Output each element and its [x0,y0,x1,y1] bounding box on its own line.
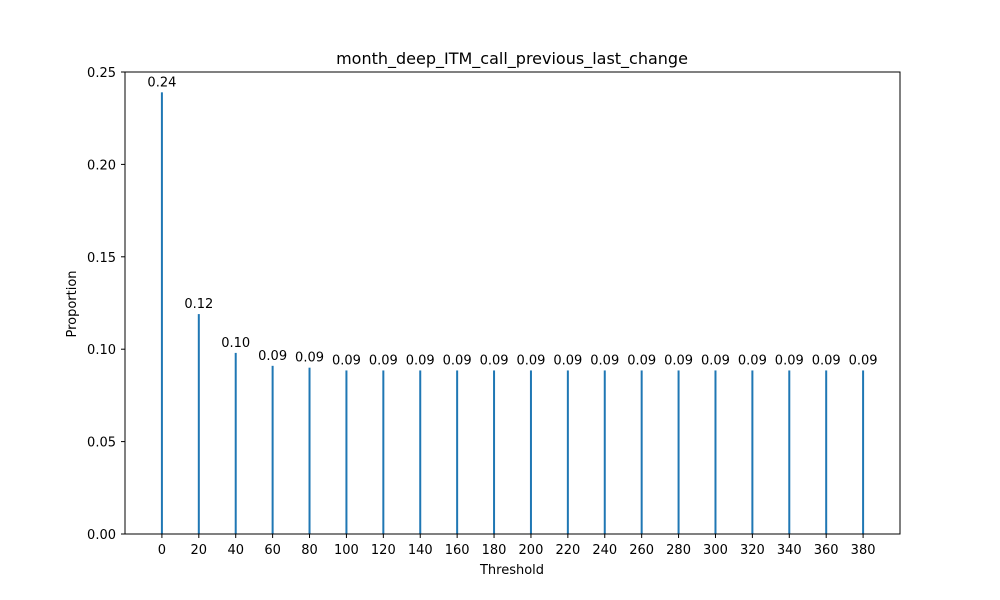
x-tick-label: 100 [334,543,359,558]
bar [345,370,348,534]
x-tick-label: 240 [592,543,617,558]
data-labels-group: 0.24 0.12 0.10 0.09 0.09 0.09 0.09 0.09 0.09 0.09… [147,75,877,368]
bar-value-label: 0.24 [147,75,176,90]
x-tick-label: 180 [482,543,507,558]
y-tick-label: 0.20 [87,158,116,173]
bar [825,370,828,534]
bars-group [160,92,865,534]
plot-frame [124,71,901,535]
y-tick-label: 0.10 [87,343,116,358]
bar [382,370,385,534]
bar [197,314,200,534]
bar-value-label: 0.09 [516,353,545,368]
bar [529,370,532,534]
bar [640,370,643,534]
x-axis-ticks: 0 20 40 60 80 100 120 140 160 180 200 220 240 260 280 3… [158,534,876,558]
bar [493,370,496,534]
bar-value-label: 0.09 [812,353,841,368]
x-tick-label: 120 [371,543,396,558]
x-tick-label: 280 [666,543,691,558]
bar-value-label: 0.09 [775,353,804,368]
y-axis-ticks: 0.00 0.05 0.10 0.15 0.20 0.25 [87,66,125,543]
bar-value-label: 0.09 [258,349,287,364]
x-tick-label: 0 [158,543,166,558]
x-tick-label: 80 [301,543,318,558]
bar-value-label: 0.09 [627,353,656,368]
bar [456,370,459,534]
x-tick-label: 140 [408,543,433,558]
bar [788,370,791,534]
bar-value-label: 0.09 [369,353,398,368]
y-tick-label: 0.25 [87,66,116,81]
bar-value-label: 0.09 [332,353,361,368]
x-tick-label: 20 [191,543,208,558]
x-tick-label: 200 [519,543,544,558]
bar [603,370,606,534]
bar [234,352,237,534]
x-tick-label: 320 [740,543,765,558]
bar [308,367,311,534]
x-tick-label: 360 [814,543,839,558]
bar-value-label: 0.09 [553,353,582,368]
x-tick-label: 260 [629,543,654,558]
bar-value-label: 0.09 [480,353,509,368]
bar-value-label: 0.09 [295,351,324,366]
bar-value-label: 0.12 [184,297,213,312]
x-tick-label: 220 [555,543,580,558]
x-tick-label: 40 [227,543,244,558]
bar-value-label: 0.09 [738,353,767,368]
x-axis-label: Threshold [479,563,544,578]
bar [862,370,865,534]
y-tick-label: 0.05 [87,436,116,451]
bar [751,370,754,534]
x-tick-label: 60 [264,543,281,558]
bar [714,370,717,534]
bar-value-label: 0.09 [849,353,878,368]
x-tick-label: 160 [445,543,470,558]
bar-value-label: 0.09 [701,353,730,368]
y-axis-label: Proportion [65,270,80,337]
bar-value-label: 0.09 [664,353,693,368]
bar-value-label: 0.09 [590,353,619,368]
bar [677,370,680,534]
bar [419,370,422,534]
bar-value-label: 0.09 [443,353,472,368]
x-tick-label: 300 [703,543,728,558]
bar-value-label: 0.10 [221,336,250,351]
bar-value-label: 0.09 [406,353,435,368]
bar [271,365,274,534]
x-tick-label: 380 [851,543,876,558]
bar [566,370,569,534]
y-tick-label: 0.00 [87,528,116,543]
bar [160,92,163,534]
x-tick-label: 340 [777,543,802,558]
chart-title: month_deep_ITM_call_previous_last_change [336,49,688,69]
y-tick-label: 0.15 [87,251,116,266]
